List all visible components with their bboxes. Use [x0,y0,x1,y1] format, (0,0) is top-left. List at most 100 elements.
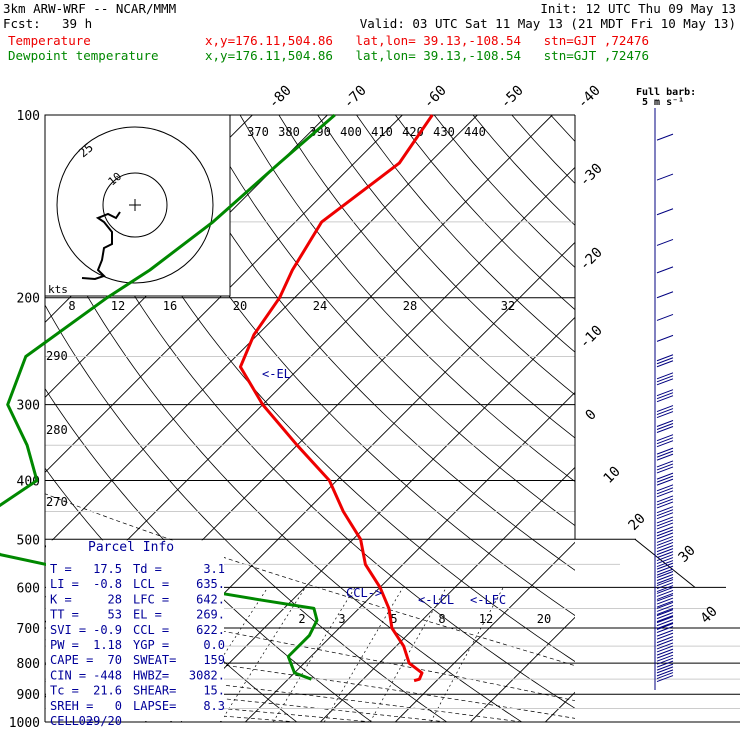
wind-barb [656,604,674,612]
pressure-label: 100 [17,109,40,124]
theta-e-label: 380 [278,125,300,139]
parcel-info-value: 635. [196,577,225,591]
wind-barb [656,266,674,274]
wind-barb [656,669,674,677]
theta-e-label: 430 [433,125,455,139]
wind-barb [656,475,674,483]
wind-barb [656,642,674,650]
wind-barb [656,616,674,624]
parcel-info-title: Parcel Info [88,540,174,555]
wind-barb [656,609,674,617]
wind-barb [656,571,674,578]
wind-barb [656,389,674,397]
dry-adiabat [317,115,575,396]
parcel-info-value: 28 [108,592,122,606]
wind-barb [656,651,674,659]
wind-barb [656,487,674,495]
parcel-info-key: CAPE = [50,653,93,667]
speed-tick-label: 16 [163,299,177,313]
level-annotation: <-EL [262,367,291,381]
speed-tick-label: 24 [313,299,327,313]
parcel-info-value: 21.6 [93,684,122,698]
parcel-info-key: LCL = [133,577,169,591]
wind-barb [656,675,674,683]
isotherm-label: -10 [577,323,606,352]
parcel-info-value: 0 [115,699,122,713]
barb-legend-title: Full barb: [636,87,696,98]
wind-barb [656,463,674,471]
mixing-ratio-label: 5 [390,612,397,626]
wind-barb [656,597,674,605]
hodograph-units: kts [48,283,68,296]
wind-barb [656,466,674,474]
isotherm-label: 20 [626,511,649,534]
parcel-info-key: SVI = [50,623,86,637]
wind-barb [656,648,674,656]
wind-barb [656,672,674,680]
isotherm-label: -20 [577,245,606,274]
parcel-info-key: SWEAT= [133,653,176,667]
wind-barb [656,238,674,246]
wind-barb [656,512,674,520]
wind-barb [656,423,674,430]
forecast-hour: 39 h [62,16,93,31]
parcel-info-key: LFC = [133,592,169,606]
wind-barb [656,557,674,565]
mixing-ratio-label: 2 [298,612,305,626]
wind-barb [656,538,674,546]
wind-barb [656,408,674,416]
wind-barb [656,636,674,644]
temperature-location: x,y=176.11,504.86 lat,lon= 39.13,-108.54… [205,33,650,48]
parcel-info-key: TT = [50,608,79,622]
dry-adiabat [628,115,740,722]
speed-tick-label: 12 [111,299,125,313]
parcel-info-key: EL = [133,608,162,622]
theta-e-label: 410 [371,125,393,139]
level-annotation: <-LFC [470,593,506,607]
mixing-ratio-label: 3 [338,612,345,626]
isotherm-label: -50 [498,83,527,112]
parcel-info-key: T = [50,562,72,576]
isotherm-label: 40 [698,604,721,627]
wind-barb [656,600,674,608]
wind-barb [656,615,674,623]
parcel-info-value: 15. [203,684,225,698]
wind-barb [656,660,674,668]
dry-adiabat [667,115,740,722]
theta-e-label: 370 [247,125,269,139]
wind-barb [656,582,674,590]
wind-barb [656,585,674,593]
parcel-info-key: SHEAR= [133,684,176,698]
wind-barb [656,626,674,633]
parcel-info-value: 17.5 [93,562,122,576]
parcel-info-box [46,540,224,721]
parcel-info-value: -0.9 [93,623,122,637]
isotherm-line [320,466,575,722]
wind-barb [656,592,674,600]
speed-tick-label: 20 [233,299,247,313]
wind-barb [656,357,674,365]
wind-barb [656,484,674,492]
wind-barb [656,589,674,597]
wind-barb [656,529,674,537]
dry-adiabat [472,115,575,226]
parcel-info-value: 53 [108,608,122,622]
wind-barb [656,501,674,509]
dry-adiabat [511,115,575,184]
wind-barb [656,632,674,640]
wind-barb [656,522,674,530]
wind-barb [656,568,674,576]
parcel-info-value: 3.1 [203,562,225,576]
mixing-ratio-line [272,587,356,722]
temperature-legend-label: Temperature [8,33,91,48]
wind-barb [656,541,674,549]
isotherm-label: -60 [421,83,450,112]
dry-adiabat [200,115,575,527]
parcel-info-value: -448 [93,668,122,682]
wind-barb [656,562,674,570]
pressure-label: 600 [17,581,40,596]
wind-barb [656,498,674,506]
speed-tick-label: 28 [403,299,417,313]
wind-barb [656,460,674,468]
